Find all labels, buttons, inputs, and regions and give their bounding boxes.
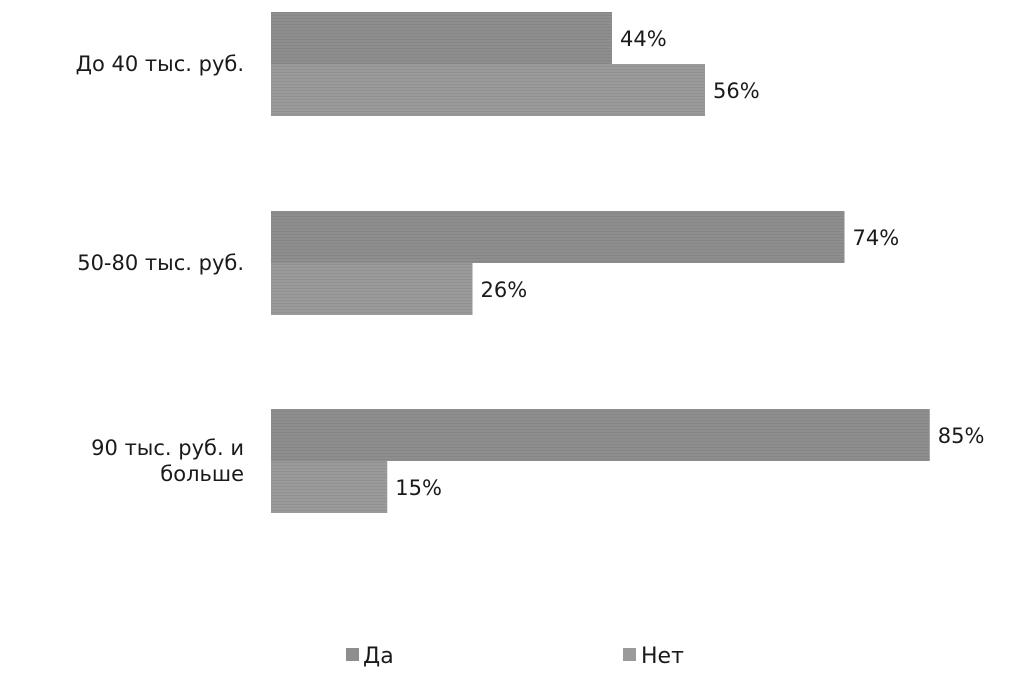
data-label: 26% (481, 278, 528, 302)
data-label: 56% (713, 79, 760, 103)
category-label: 90 тыс. руб. и больше (91, 436, 244, 486)
legend-swatch (623, 648, 636, 661)
data-label: 15% (395, 476, 442, 500)
legend-entry: Да (363, 644, 394, 669)
data-label: 85% (938, 424, 985, 448)
data-label: 44% (620, 27, 667, 51)
category-label: 50-80 тыс. руб. (77, 251, 244, 275)
legend-entry: Нет (641, 644, 684, 669)
category-label: До 40 тыс. руб. (76, 52, 244, 76)
legend: Да Нет (346, 644, 684, 669)
data-label: 74% (853, 226, 900, 250)
legend-swatch (346, 648, 359, 661)
